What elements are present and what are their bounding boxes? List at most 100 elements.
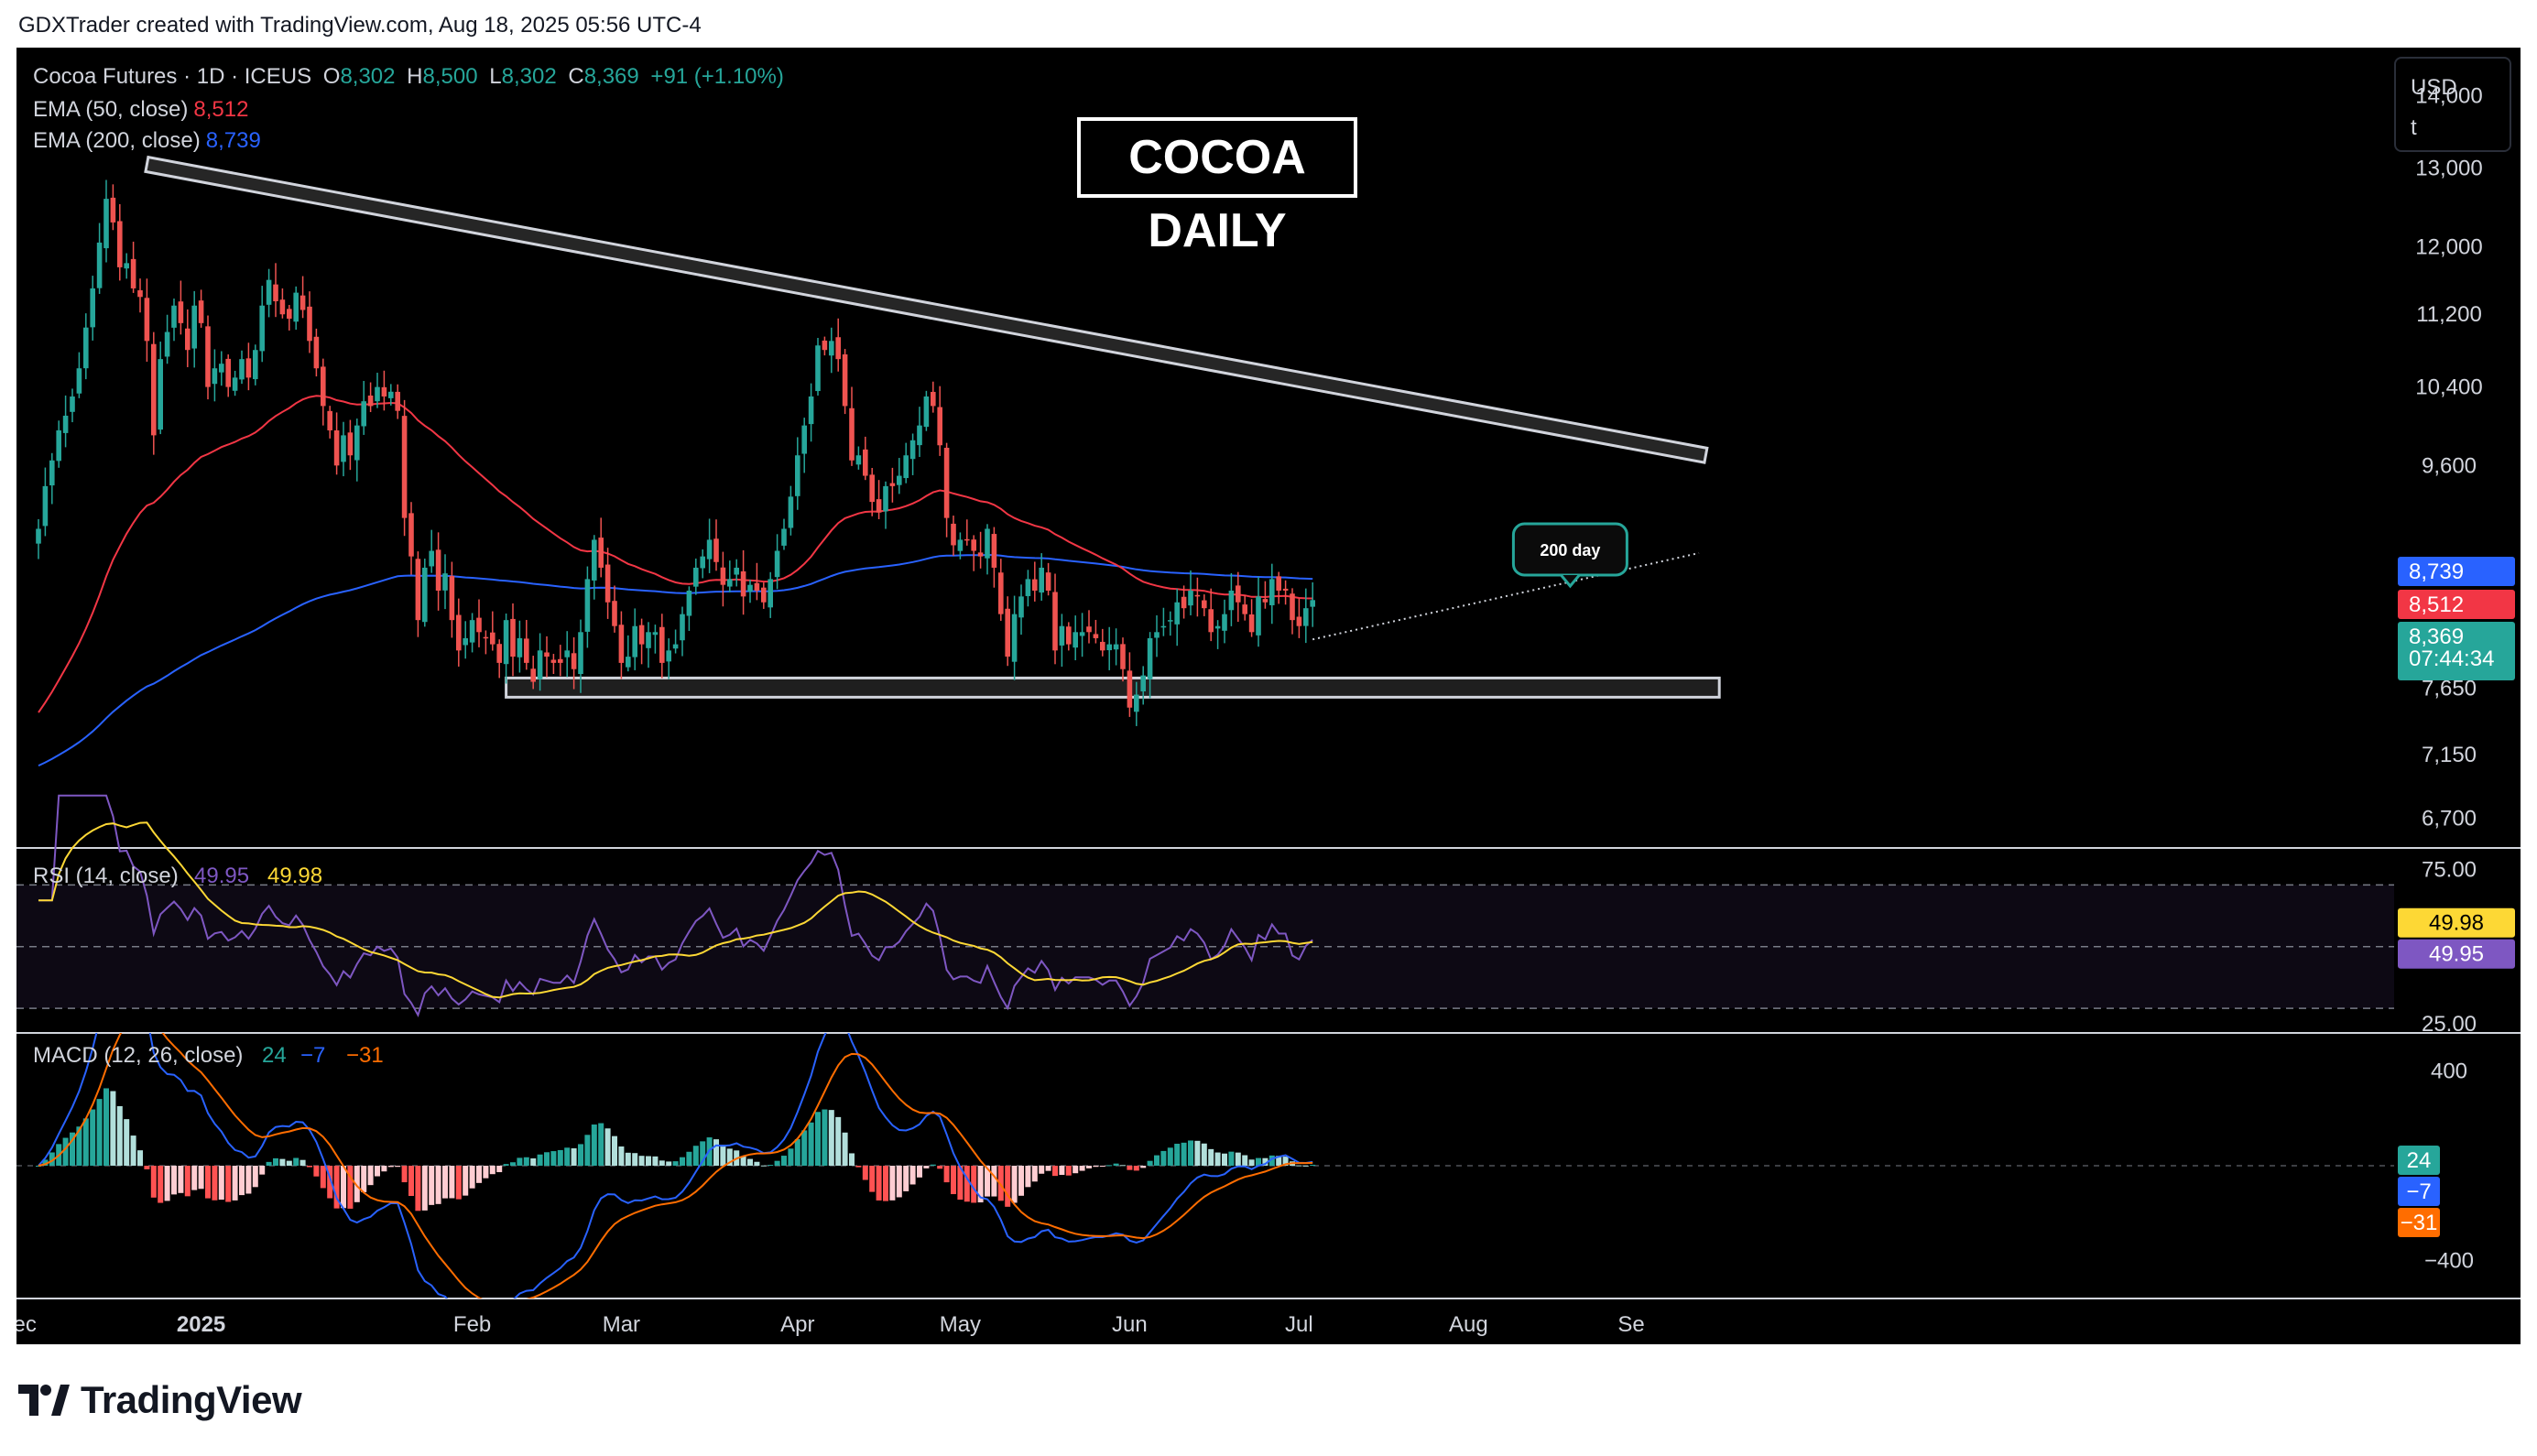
macd-histogram-bar xyxy=(1133,1166,1139,1171)
macd-histogram-bar xyxy=(1005,1166,1011,1207)
macd-histogram-bar xyxy=(137,1150,143,1166)
macd-histogram-bar xyxy=(395,1166,401,1168)
ema50-legend[interactable]: EMA (50, close) 8,512 xyxy=(33,97,249,122)
price-pane xyxy=(36,155,1721,767)
macd-histogram-bar xyxy=(598,1123,604,1166)
bar-countdown: 07:44:34 xyxy=(2409,647,2494,671)
candle-body xyxy=(672,644,679,649)
candle xyxy=(1052,573,1058,665)
candle-body xyxy=(212,368,218,385)
candle xyxy=(774,534,780,590)
candle-body xyxy=(571,653,577,669)
candle xyxy=(273,263,278,318)
macd-histogram-bar xyxy=(747,1158,753,1166)
candle xyxy=(1269,563,1275,625)
candle-body xyxy=(137,289,143,298)
candle xyxy=(1005,596,1010,667)
candle-body xyxy=(1073,632,1078,648)
macd-histogram-bar xyxy=(245,1166,252,1194)
candle-body xyxy=(36,528,41,544)
candle-body xyxy=(768,579,773,608)
candle xyxy=(76,352,82,398)
macd-histogram-bar xyxy=(923,1166,930,1168)
candle-body xyxy=(734,567,739,575)
macd-histogram-bar xyxy=(1039,1166,1045,1174)
macd-histogram-bar xyxy=(855,1166,862,1168)
tradingview-logo[interactable]: TradingView xyxy=(18,1377,302,1423)
candle-body xyxy=(1066,626,1072,645)
candle-body xyxy=(90,288,95,328)
candle-body xyxy=(198,300,204,323)
callout-text: 200 day xyxy=(1540,541,1600,560)
rsi-legend-label: RSI (14, close) xyxy=(33,864,179,888)
chart-area[interactable]: 200 day 14,000 13,000 12,000 11,200 10,400 9,6… xyxy=(16,48,2521,1344)
brand-name: TradingView xyxy=(81,1378,302,1421)
candle-body xyxy=(822,340,828,351)
candle-body xyxy=(795,455,800,496)
candle-body xyxy=(1032,579,1038,592)
candle xyxy=(808,383,814,442)
macd-histogram-bar xyxy=(985,1166,990,1197)
candle xyxy=(1181,585,1187,619)
candle xyxy=(1120,637,1126,682)
macd-histogram-bar xyxy=(463,1166,469,1196)
ema200-legend[interactable]: EMA (200, close) 8,739 xyxy=(33,128,261,153)
candle xyxy=(727,560,733,592)
macd-histogram-bar xyxy=(957,1166,964,1201)
candle xyxy=(442,554,448,610)
currency-selector[interactable]: USD t xyxy=(2394,57,2511,152)
macd-histogram-bar xyxy=(666,1161,672,1166)
macd-histogram-bar xyxy=(774,1160,780,1166)
candle-body xyxy=(62,415,69,433)
candle xyxy=(1282,580,1289,605)
candle xyxy=(483,630,489,655)
candle-body xyxy=(449,575,455,621)
tradingview-logo-icon xyxy=(18,1385,70,1416)
macd-histogram-bar xyxy=(144,1166,150,1169)
candle-body xyxy=(578,632,583,675)
candle-body xyxy=(395,391,400,411)
candle xyxy=(618,611,625,679)
candle-body xyxy=(584,579,591,632)
candle xyxy=(564,631,570,678)
candle-body xyxy=(985,528,990,559)
candle-body xyxy=(977,552,984,557)
chart-svg[interactable]: 200 day 14,000 13,000 12,000 11,200 10,400 9,6… xyxy=(16,48,2521,1344)
macd-histogram-bar xyxy=(307,1166,312,1168)
macd-histogram-bar xyxy=(429,1166,435,1205)
symbol-name[interactable]: Cocoa Futures · 1D · ICEUS xyxy=(33,64,312,89)
candle-body xyxy=(239,359,245,380)
candle xyxy=(700,549,705,579)
symbol-header: Cocoa Futures · 1D · ICEUS O8,302 H8,500… xyxy=(33,64,789,90)
candle xyxy=(998,559,1004,621)
candle-body xyxy=(245,358,252,378)
candle-body xyxy=(1106,644,1112,651)
candle-body xyxy=(1214,625,1221,629)
macd-histogram-bar xyxy=(788,1148,794,1166)
candle-body xyxy=(259,305,265,352)
candle xyxy=(185,309,191,367)
candle-body xyxy=(503,620,509,665)
candle xyxy=(1011,595,1018,680)
candle xyxy=(1100,628,1105,657)
candle xyxy=(435,532,441,611)
macd-histogram-bar xyxy=(1228,1151,1235,1166)
candle xyxy=(191,290,197,368)
candle xyxy=(151,331,157,455)
ohlc-low: L8,302 xyxy=(489,64,557,89)
macd-histogram-bar xyxy=(849,1153,855,1166)
candle-body xyxy=(1011,614,1018,662)
macd-histogram-bar xyxy=(178,1166,184,1193)
candle-body xyxy=(1188,591,1193,606)
macd-histogram-bar xyxy=(381,1166,387,1172)
candle-body xyxy=(56,429,61,462)
candle-body xyxy=(124,263,129,269)
candle xyxy=(354,418,360,482)
candle xyxy=(1194,577,1201,617)
rising-trendline xyxy=(1312,551,1700,641)
macd-histogram-bar xyxy=(70,1132,75,1166)
candle-body xyxy=(83,327,89,369)
candle-body xyxy=(117,221,123,267)
candle xyxy=(1214,620,1221,649)
candle-body xyxy=(638,625,645,645)
